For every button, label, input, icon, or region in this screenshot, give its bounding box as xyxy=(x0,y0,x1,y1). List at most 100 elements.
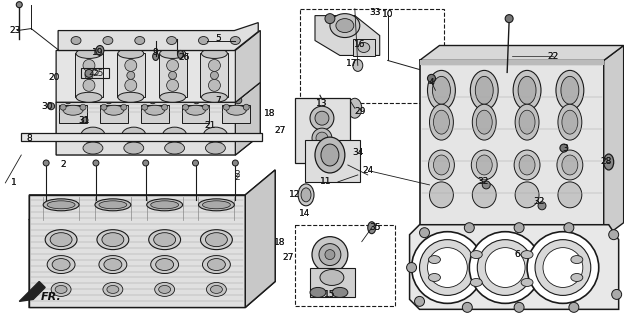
Ellipse shape xyxy=(478,240,533,295)
Text: 2: 2 xyxy=(60,160,66,170)
Polygon shape xyxy=(604,45,624,238)
Ellipse shape xyxy=(142,104,148,110)
Ellipse shape xyxy=(514,302,524,312)
Text: 15: 15 xyxy=(324,290,336,299)
Ellipse shape xyxy=(156,259,174,270)
Text: 4: 4 xyxy=(429,78,434,87)
Ellipse shape xyxy=(521,278,533,286)
Ellipse shape xyxy=(485,248,525,287)
Ellipse shape xyxy=(348,98,362,118)
Ellipse shape xyxy=(475,76,493,104)
Ellipse shape xyxy=(202,201,231,209)
Bar xyxy=(201,53,228,97)
Ellipse shape xyxy=(43,160,49,166)
Ellipse shape xyxy=(64,97,71,104)
Text: 10: 10 xyxy=(382,10,393,19)
Ellipse shape xyxy=(151,201,179,209)
Ellipse shape xyxy=(155,283,174,296)
Polygon shape xyxy=(29,195,275,307)
Ellipse shape xyxy=(469,232,541,303)
Ellipse shape xyxy=(124,142,144,154)
Ellipse shape xyxy=(428,74,436,82)
Bar xyxy=(182,105,209,123)
Ellipse shape xyxy=(147,199,182,211)
Ellipse shape xyxy=(316,132,328,144)
Ellipse shape xyxy=(310,287,326,297)
Ellipse shape xyxy=(142,160,149,166)
Ellipse shape xyxy=(201,92,228,102)
Ellipse shape xyxy=(476,110,492,134)
Ellipse shape xyxy=(80,104,86,110)
Ellipse shape xyxy=(527,232,599,303)
Ellipse shape xyxy=(513,70,541,110)
Ellipse shape xyxy=(167,36,177,44)
Ellipse shape xyxy=(206,142,226,154)
Bar xyxy=(300,9,444,103)
Ellipse shape xyxy=(558,104,582,140)
Ellipse shape xyxy=(429,274,441,282)
Text: 29: 29 xyxy=(354,107,366,116)
Ellipse shape xyxy=(315,137,345,173)
Text: 17: 17 xyxy=(346,59,358,68)
Ellipse shape xyxy=(482,181,490,189)
Bar xyxy=(81,68,109,78)
Text: 27: 27 xyxy=(274,126,286,135)
Bar xyxy=(419,60,604,65)
Text: 21: 21 xyxy=(205,121,216,130)
Ellipse shape xyxy=(186,105,206,115)
Ellipse shape xyxy=(561,76,579,104)
Text: 8: 8 xyxy=(26,133,32,143)
Ellipse shape xyxy=(76,49,102,59)
Ellipse shape xyxy=(320,269,344,285)
Ellipse shape xyxy=(63,105,83,115)
Ellipse shape xyxy=(314,147,330,163)
Ellipse shape xyxy=(177,51,184,59)
Ellipse shape xyxy=(95,199,131,211)
Ellipse shape xyxy=(298,184,314,206)
Ellipse shape xyxy=(472,182,496,208)
Ellipse shape xyxy=(193,97,200,104)
Ellipse shape xyxy=(312,237,348,273)
Ellipse shape xyxy=(102,233,124,247)
Ellipse shape xyxy=(226,105,246,115)
Ellipse shape xyxy=(353,60,362,71)
Text: 30: 30 xyxy=(41,102,53,111)
Ellipse shape xyxy=(464,223,474,233)
Ellipse shape xyxy=(368,222,376,234)
Ellipse shape xyxy=(332,287,348,297)
Text: 28: 28 xyxy=(600,157,611,166)
Text: 10: 10 xyxy=(382,10,393,19)
Ellipse shape xyxy=(322,104,332,120)
Text: 32: 32 xyxy=(533,197,545,206)
Ellipse shape xyxy=(122,127,146,143)
Bar xyxy=(419,228,604,233)
Polygon shape xyxy=(29,195,245,307)
Ellipse shape xyxy=(51,283,71,296)
Polygon shape xyxy=(29,170,275,220)
Ellipse shape xyxy=(612,289,622,300)
Ellipse shape xyxy=(47,201,75,209)
Ellipse shape xyxy=(60,104,66,110)
Text: FR.: FR. xyxy=(41,292,62,302)
Text: 16: 16 xyxy=(354,40,366,49)
Ellipse shape xyxy=(104,259,122,270)
Ellipse shape xyxy=(428,248,468,287)
Ellipse shape xyxy=(428,70,456,110)
Text: 33: 33 xyxy=(369,8,381,17)
Ellipse shape xyxy=(206,283,226,296)
Text: 30: 30 xyxy=(41,102,53,111)
Text: 29: 29 xyxy=(354,107,366,116)
Ellipse shape xyxy=(505,15,513,23)
Text: 17: 17 xyxy=(346,59,358,68)
Ellipse shape xyxy=(429,150,454,180)
Text: 2: 2 xyxy=(60,160,66,170)
Bar xyxy=(222,105,250,123)
Ellipse shape xyxy=(609,230,619,240)
Text: 27: 27 xyxy=(282,253,294,262)
Bar xyxy=(100,105,127,123)
Text: 25: 25 xyxy=(88,68,99,77)
Ellipse shape xyxy=(151,256,179,274)
Ellipse shape xyxy=(412,232,483,303)
Ellipse shape xyxy=(462,302,472,312)
Text: 24: 24 xyxy=(362,166,373,175)
